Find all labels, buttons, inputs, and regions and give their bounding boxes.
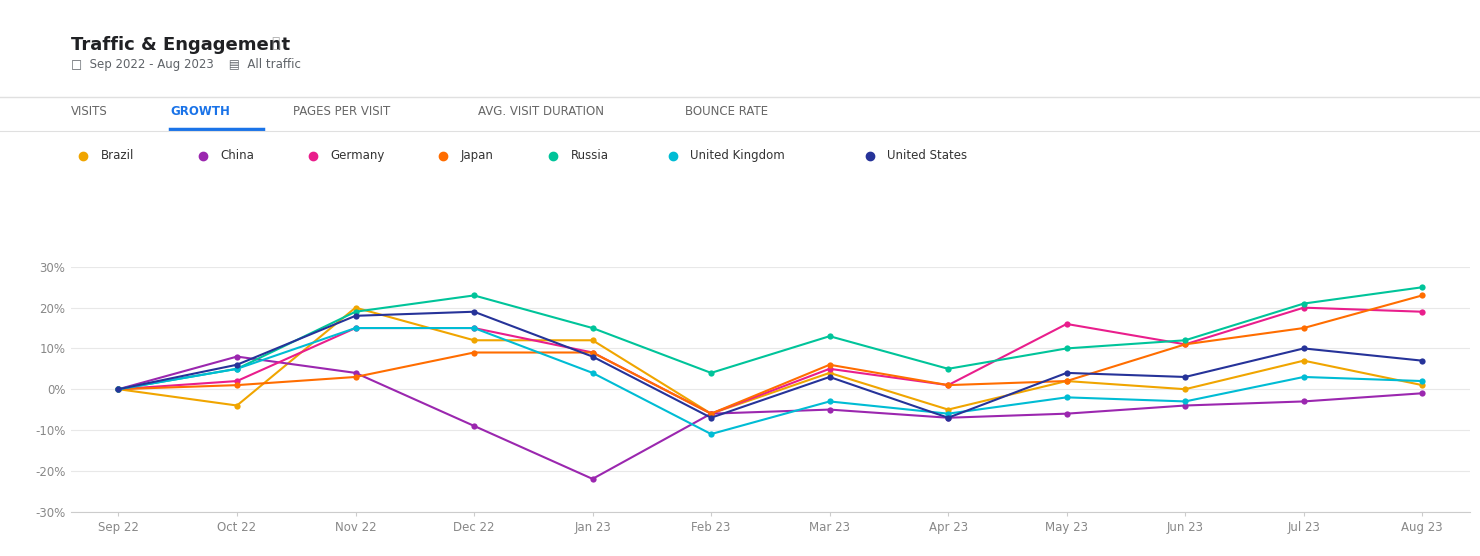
Text: BOUNCE RATE: BOUNCE RATE [685, 105, 768, 118]
Text: China: China [221, 149, 255, 162]
Text: AVG. VISIT DURATION: AVG. VISIT DURATION [478, 105, 604, 118]
Text: PAGES PER VISIT: PAGES PER VISIT [293, 105, 391, 118]
Text: VISITS: VISITS [71, 105, 108, 118]
Text: United States: United States [888, 149, 968, 162]
Text: GROWTH: GROWTH [170, 105, 229, 118]
Text: ⓘ: ⓘ [271, 36, 280, 50]
Text: Brazil: Brazil [101, 149, 135, 162]
Text: Traffic & Engagement: Traffic & Engagement [71, 36, 290, 54]
Text: Germany: Germany [332, 149, 385, 162]
Text: □  Sep 2022 - Aug 2023    ▤  All traffic: □ Sep 2022 - Aug 2023 ▤ All traffic [71, 58, 300, 71]
Text: Russia: Russia [571, 149, 608, 162]
Text: United Kingdom: United Kingdom [691, 149, 786, 162]
Text: Japan: Japan [460, 149, 493, 162]
